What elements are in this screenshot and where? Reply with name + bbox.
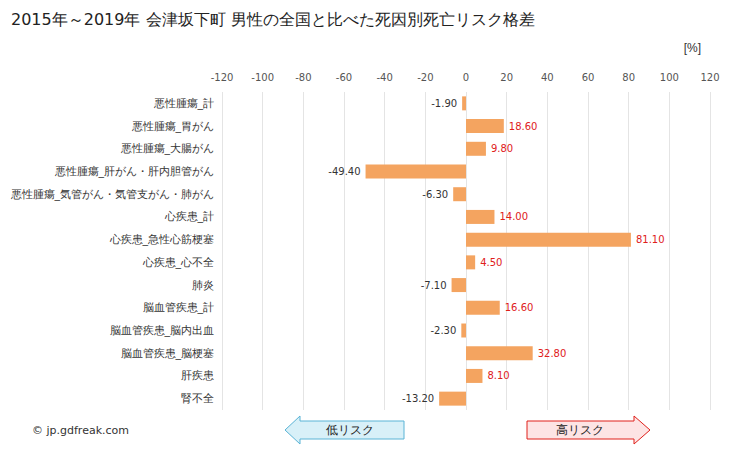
svg-text:脳血管疾患_脳内出血: 脳血管疾患_脳内出血: [110, 324, 215, 337]
svg-text:9.80: 9.80: [491, 143, 513, 154]
svg-text:-13.20: -13.20: [402, 393, 434, 404]
svg-text:高リスク: 高リスク: [556, 423, 604, 437]
svg-text:悪性腫瘍_肝がん・肝内胆管がん: 悪性腫瘍_肝がん・肝内胆管がん: [54, 165, 215, 178]
svg-text:18.60: 18.60: [509, 121, 538, 132]
svg-text:4.50: 4.50: [480, 257, 502, 268]
svg-text:脳血管疾患_計: 脳血管疾患_計: [143, 301, 215, 314]
svg-text:2015年～2019年 会津坂下町 男性の全国と比べた死因別: 2015年～2019年 会津坂下町 男性の全国と比べた死因別死亡リスク格差: [11, 10, 535, 29]
svg-text:肺炎: 肺炎: [192, 279, 214, 292]
svg-text:脳血管疾患_脳梗塞: 脳血管疾患_脳梗塞: [121, 347, 215, 360]
svg-text:心疾患_急性心筋梗塞: 心疾患_急性心筋梗塞: [109, 233, 215, 246]
svg-text:32.80: 32.80: [538, 348, 567, 359]
svg-text:-60: -60: [336, 72, 352, 83]
svg-text:-80: -80: [295, 72, 311, 83]
svg-text:悪性腫瘍_大腸がん: 悪性腫瘍_大腸がん: [120, 142, 215, 155]
svg-text:81.10: 81.10: [636, 234, 665, 245]
svg-text:-2.30: -2.30: [430, 325, 456, 336]
svg-text:14.00: 14.00: [499, 211, 528, 222]
svg-text:悪性腫瘍_気管がん・気管支がん・肺がん: 悪性腫瘍_気管がん・気管支がん・肺がん: [10, 188, 215, 201]
svg-text:悪性腫瘍_計: 悪性腫瘍_計: [153, 97, 215, 110]
svg-text:60: 60: [582, 72, 595, 83]
svg-text:-6.30: -6.30: [422, 189, 448, 200]
svg-text:20: 20: [500, 72, 513, 83]
svg-text:-100: -100: [251, 72, 274, 83]
svg-text:腎不全: 腎不全: [181, 392, 214, 405]
svg-text:© jp.gdfreak.com: © jp.gdfreak.com: [32, 424, 129, 437]
svg-text:-7.10: -7.10: [421, 280, 447, 291]
svg-text:120: 120: [700, 72, 719, 83]
svg-text:8.10: 8.10: [487, 370, 509, 381]
svg-text:悪性腫瘍_胃がん: 悪性腫瘍_胃がん: [131, 120, 215, 133]
svg-text:-40: -40: [376, 72, 392, 83]
svg-text:40: 40: [541, 72, 554, 83]
svg-text:16.60: 16.60: [505, 302, 534, 313]
svg-text:-1.90: -1.90: [431, 98, 457, 109]
svg-text:0: 0: [463, 72, 469, 83]
svg-text:[%]: [%]: [684, 41, 701, 55]
svg-text:低リスク: 低リスク: [326, 423, 374, 437]
svg-text:心疾患_心不全: 心疾患_心不全: [142, 256, 215, 269]
svg-text:-49.40: -49.40: [328, 166, 360, 177]
svg-text:100: 100: [660, 72, 679, 83]
svg-text:肝疾患: 肝疾患: [181, 369, 214, 382]
svg-text:80: 80: [622, 72, 635, 83]
svg-text:-120: -120: [211, 72, 234, 83]
svg-text:-20: -20: [417, 72, 433, 83]
svg-text:心疾患_計: 心疾患_計: [164, 210, 215, 223]
